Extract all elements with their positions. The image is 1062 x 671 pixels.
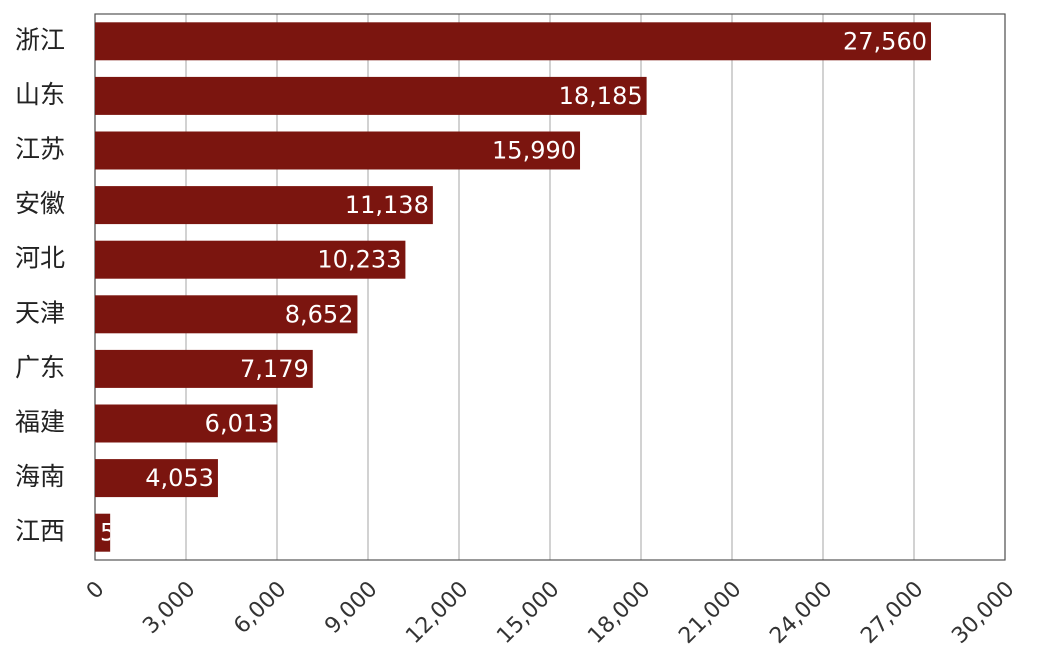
bar: [95, 186, 433, 225]
x-tick-label: 24,000: [765, 577, 837, 649]
value-label: 27,560: [843, 27, 927, 55]
x-tick-label: 9,000: [320, 577, 382, 639]
y-tick-label: 福建: [15, 408, 65, 437]
value-label: 8,652: [285, 300, 354, 328]
x-tick-label: 6,000: [229, 577, 291, 639]
y-tick-label: 河北: [15, 244, 65, 273]
x-tick-label: 21,000: [674, 577, 746, 649]
y-tick-label: 江西: [15, 517, 65, 546]
x-tick-label: 18,000: [583, 577, 655, 649]
x-tick-label: 12,000: [401, 577, 473, 649]
x-tick-label: 0: [82, 577, 110, 605]
y-tick-label: 浙江: [15, 25, 65, 54]
bar: [95, 404, 278, 443]
value-label: 11,138: [345, 191, 429, 219]
x-tick-label: 30,000: [947, 577, 1019, 649]
bar: [95, 131, 581, 170]
y-tick-label: 广东: [15, 353, 65, 382]
bar: [95, 513, 111, 552]
y-tick-label: 山东: [15, 80, 65, 109]
bar: [95, 295, 358, 334]
y-tick-label: 天津: [15, 298, 65, 327]
value-label: 7,179: [240, 355, 309, 383]
x-tick-label: 27,000: [856, 577, 928, 649]
y-tick-label: 江苏: [15, 135, 65, 164]
bar: [95, 76, 647, 115]
value-label: 4,053: [145, 464, 214, 492]
value-label: 15,990: [492, 137, 576, 165]
bar: [95, 22, 931, 61]
y-tick-label: 海南: [15, 462, 65, 491]
x-tick-label: 15,000: [492, 577, 564, 649]
value-label: 18,185: [559, 82, 643, 110]
x-tick-label: 3,000: [138, 577, 200, 639]
y-tick-label: 安徽: [15, 189, 65, 218]
value-label: 10,233: [317, 246, 401, 274]
bar: [95, 349, 313, 388]
bar: [95, 240, 406, 279]
value-label: 500: [100, 519, 146, 547]
value-label: 6,013: [205, 410, 274, 438]
plot-frame: [94, 13, 1006, 561]
bar: [95, 459, 218, 498]
